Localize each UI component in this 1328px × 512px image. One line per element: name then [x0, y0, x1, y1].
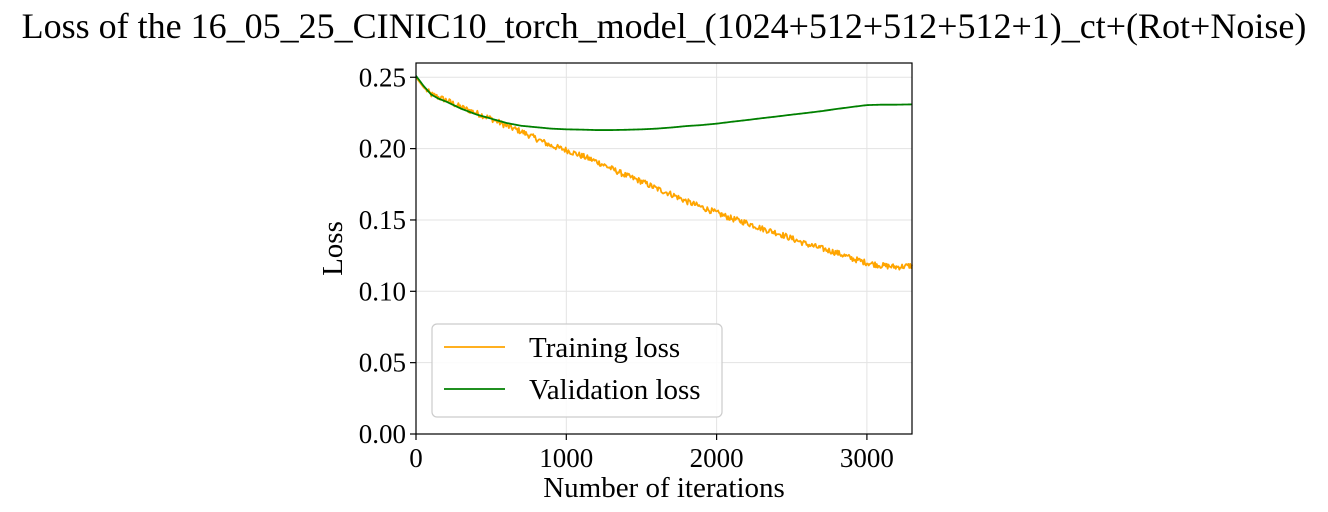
series-line-training	[415, 76, 913, 271]
plot-frame	[415, 62, 913, 435]
chart-title: Loss of the 16_05_25_CINIC10_torch_model…	[22, 6, 1307, 46]
axis-ticks: 0 1000 2000 3000 0.00 0.05 0.10 0.15 0.20 0.25	[359, 62, 894, 473]
legend-label: Validation loss	[529, 374, 701, 406]
y-tick-label: 0.25	[359, 62, 406, 92]
series-line-validation	[415, 75, 913, 131]
y-tick-label: 0.20	[359, 134, 406, 164]
y-tick-label: 0.05	[359, 348, 406, 378]
x-tick-label: 0	[409, 443, 423, 473]
y-tick-label: 0.00	[359, 419, 406, 449]
series-lines	[415, 75, 913, 271]
x-axis-label: Number of iterations	[543, 472, 785, 504]
y-axis-label: Loss	[317, 221, 349, 276]
legend-label: Training loss	[529, 332, 680, 364]
y-tick-label: 0.15	[359, 205, 406, 235]
x-tick-label: 1000	[539, 443, 593, 473]
x-tick-label: 3000	[840, 443, 894, 473]
x-tick-label: 2000	[690, 443, 744, 473]
y-tick-label: 0.10	[359, 276, 406, 306]
legend: Training loss Validation loss	[431, 323, 723, 418]
legend-items: Training loss Validation loss	[444, 332, 701, 406]
